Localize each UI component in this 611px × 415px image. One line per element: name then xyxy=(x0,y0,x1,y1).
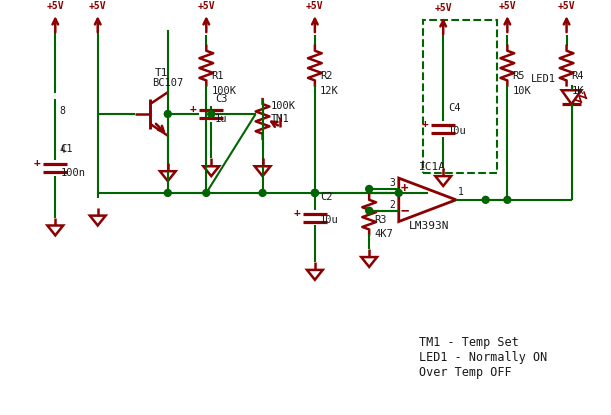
Circle shape xyxy=(312,190,318,196)
Text: TM1: TM1 xyxy=(271,114,289,124)
Text: LM393N: LM393N xyxy=(409,222,449,232)
Text: R3: R3 xyxy=(374,215,387,225)
Text: T1: T1 xyxy=(155,68,169,78)
Circle shape xyxy=(203,190,210,196)
Text: 10u: 10u xyxy=(320,215,338,225)
Text: LED1: LED1 xyxy=(531,74,556,84)
Text: C4: C4 xyxy=(448,103,461,113)
Text: +5V: +5V xyxy=(434,3,452,13)
Text: TM1 - Temp Set
LED1 - Normally ON
Over Temp OFF: TM1 - Temp Set LED1 - Normally ON Over T… xyxy=(419,336,547,379)
Text: +5V: +5V xyxy=(46,1,64,11)
Text: +: + xyxy=(401,183,408,195)
Circle shape xyxy=(312,190,318,196)
Text: 12K: 12K xyxy=(320,86,338,96)
Text: +: + xyxy=(293,208,300,217)
Circle shape xyxy=(164,110,171,117)
Text: 1K: 1K xyxy=(571,86,584,96)
Text: 100K: 100K xyxy=(211,86,236,96)
Circle shape xyxy=(482,196,489,203)
Text: +: + xyxy=(189,104,196,114)
Text: 2: 2 xyxy=(389,200,395,210)
Text: 100n: 100n xyxy=(60,168,85,178)
Circle shape xyxy=(164,190,171,196)
Circle shape xyxy=(395,190,402,196)
Text: 4: 4 xyxy=(59,145,65,156)
Text: +5V: +5V xyxy=(89,1,106,11)
Text: +5V: +5V xyxy=(306,1,324,11)
Text: R5: R5 xyxy=(512,71,525,81)
Text: 1u: 1u xyxy=(215,114,228,124)
Text: C1: C1 xyxy=(60,144,73,154)
Text: +: + xyxy=(34,158,40,168)
Bar xyxy=(423,20,497,173)
Circle shape xyxy=(259,190,266,196)
Text: IC1A: IC1A xyxy=(419,162,445,172)
Text: +5V: +5V xyxy=(499,1,516,11)
Circle shape xyxy=(504,196,511,203)
Text: R4: R4 xyxy=(571,71,584,81)
Text: 4K7: 4K7 xyxy=(374,229,393,239)
Circle shape xyxy=(208,110,214,117)
Text: −: − xyxy=(400,204,409,218)
Text: 8: 8 xyxy=(59,106,65,116)
Text: 10K: 10K xyxy=(512,86,531,96)
Text: R2: R2 xyxy=(320,71,332,81)
Text: C2: C2 xyxy=(320,192,332,202)
Text: BC107: BC107 xyxy=(152,78,183,88)
Text: 10u: 10u xyxy=(448,126,467,136)
Circle shape xyxy=(366,207,373,214)
Text: +5V: +5V xyxy=(558,1,576,11)
Text: 100K: 100K xyxy=(271,101,296,111)
Text: R1: R1 xyxy=(211,71,224,81)
Text: C3: C3 xyxy=(215,94,228,104)
Text: 1: 1 xyxy=(458,187,464,197)
Text: +5V: +5V xyxy=(197,1,215,11)
Text: 3: 3 xyxy=(389,178,395,188)
Circle shape xyxy=(366,186,373,193)
Text: +: + xyxy=(422,119,428,129)
